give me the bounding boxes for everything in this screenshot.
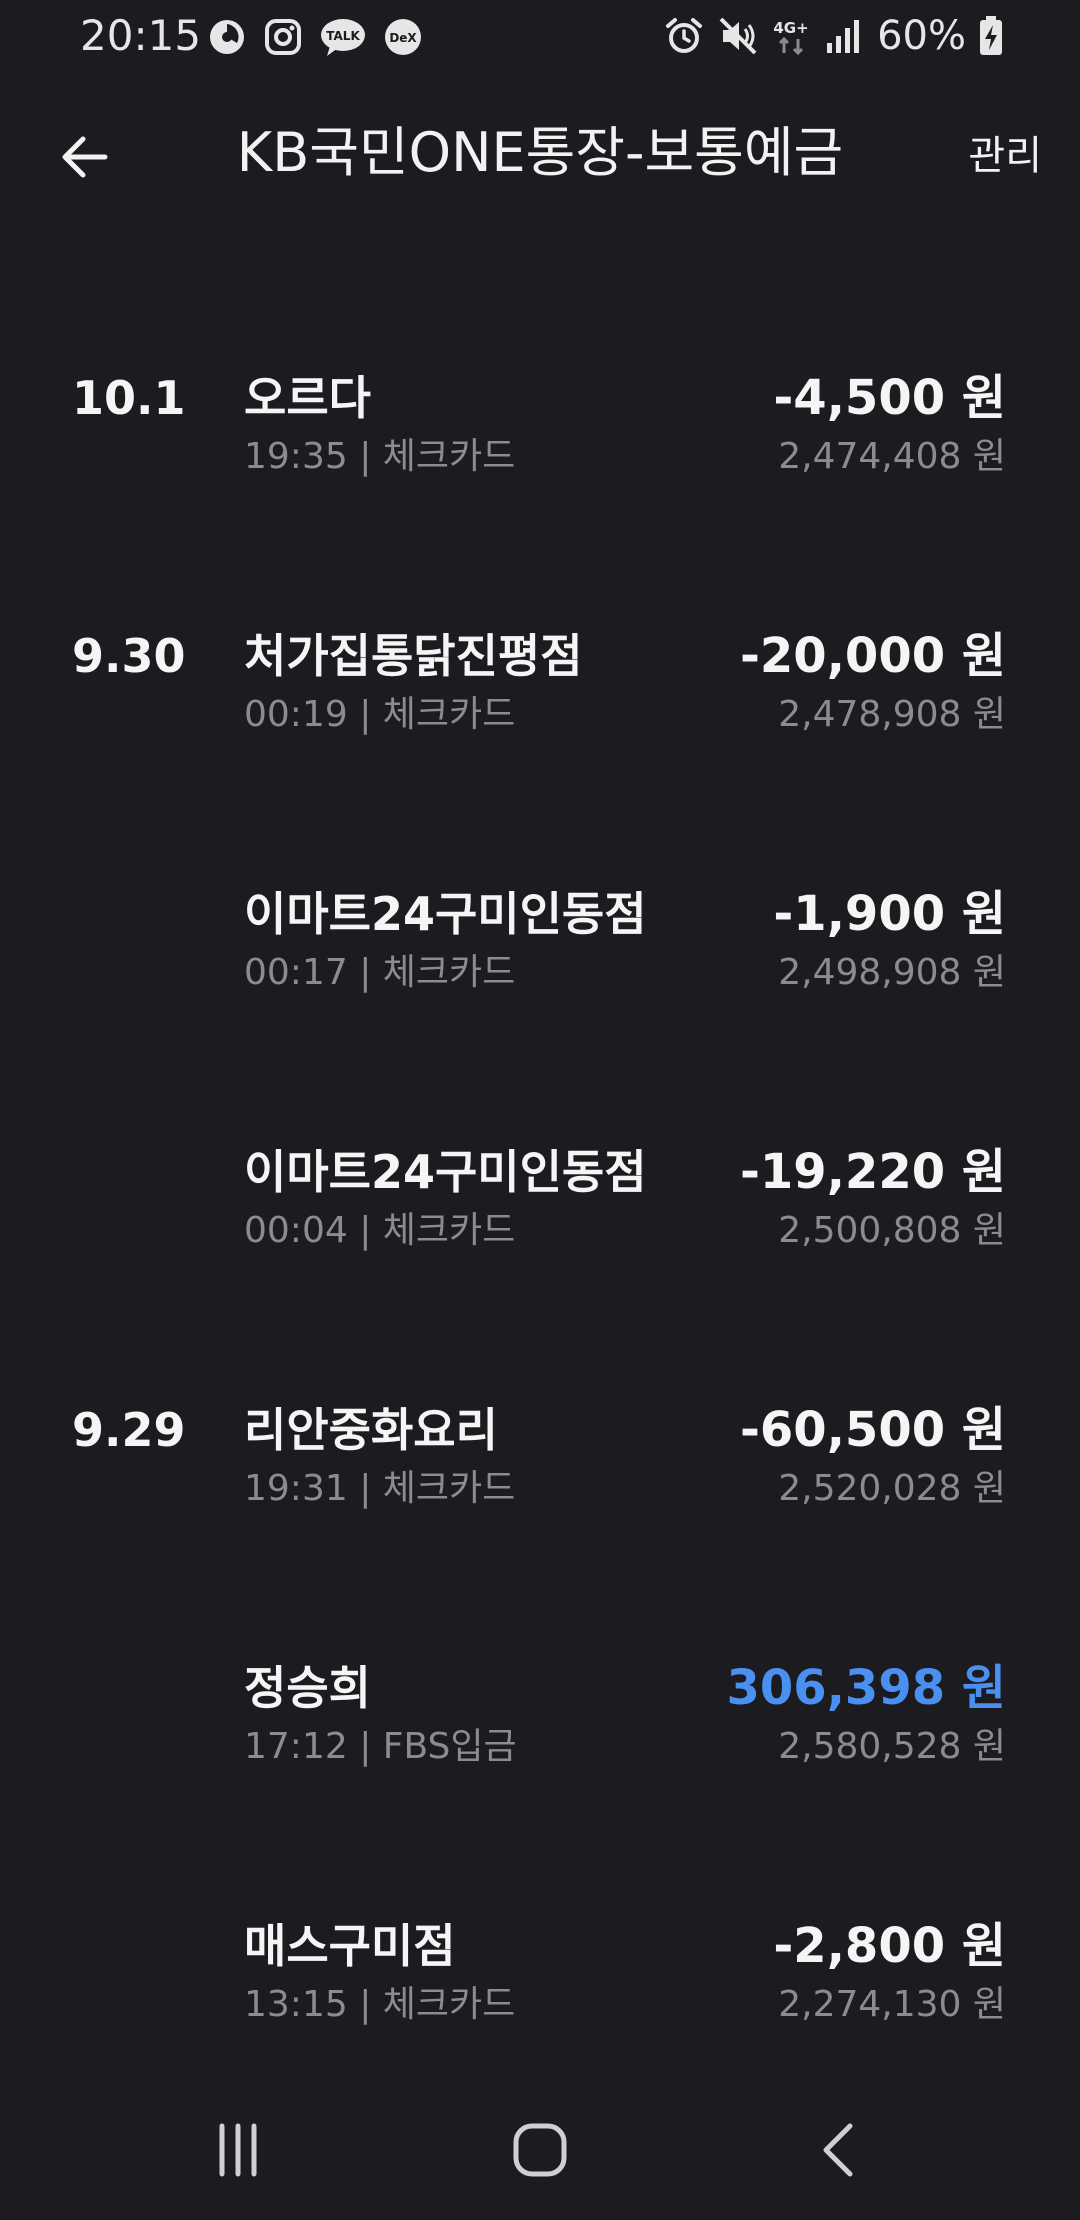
page-title: KB국민ONE통장-보통예금 — [236, 121, 844, 184]
transaction-row[interactable]: 매스구미점 13:15 | 체크카드 -2,800 원 2,274,130 원 — [0, 1848, 1080, 2048]
transaction-meta: 19:31 | 체크카드 — [244, 1468, 516, 1509]
transaction-meta: 00:19 | 체크카드 — [244, 694, 516, 735]
transaction-balance: 2,478,908 원 — [778, 694, 1006, 735]
transaction-row[interactable]: 정승희 17:12 | FBS입금 306,398 원 2,580,528 원 — [0, 1590, 1080, 1790]
transaction-date: 10.1 — [72, 371, 186, 425]
battery-percent: 60% — [877, 13, 966, 59]
instagram-icon — [262, 16, 304, 58]
recent-apps-button[interactable] — [188, 2100, 288, 2200]
battery-charging-icon — [978, 15, 1004, 57]
system-nav-bar — [0, 2080, 1080, 2220]
transaction-merchant: 이마트24구미인동점 — [244, 1145, 647, 1199]
transaction-row[interactable]: 이마트24구미인동점 00:17 | 체크카드 -1,900 원 2,498,9… — [0, 816, 1080, 1016]
transaction-amount: -20,000 원 — [739, 628, 1006, 684]
network-label: 4G+ — [773, 19, 808, 37]
transaction-meta: 13:15 | 체크카드 — [244, 1984, 516, 2025]
transaction-meta: 19:35 | 체크카드 — [244, 436, 516, 477]
back-nav-button[interactable] — [792, 2100, 892, 2200]
transaction-row[interactable]: 9.29 리안중화요리 19:31 | 체크카드 -60,500 원 2,520… — [0, 1332, 1080, 1532]
data-saver-icon — [206, 16, 248, 58]
signal-icon — [823, 15, 865, 57]
transaction-meta: 17:12 | FBS입금 — [244, 1726, 517, 1767]
manage-button[interactable]: 관리 — [968, 133, 1042, 179]
transaction-balance: 2,274,130 원 — [778, 1984, 1006, 2025]
transaction-date: 9.30 — [72, 629, 186, 683]
talk-label: TALK — [326, 29, 360, 43]
transaction-balance: 2,500,808 원 — [778, 1210, 1006, 1251]
network-4g-icon: 4G+ — [771, 15, 811, 57]
dex-icon: DeX — [382, 16, 424, 58]
status-time: 20:15 — [80, 11, 202, 60]
transaction-merchant: 처가집통닭진평점 — [244, 629, 583, 683]
transaction-row[interactable]: 이마트24구미인동점 00:04 | 체크카드 -19,220 원 2,500,… — [0, 1074, 1080, 1274]
transaction-merchant: 리안중화요리 — [244, 1403, 498, 1457]
mute-icon — [717, 15, 759, 57]
transaction-amount-deposit: 306,398 원 — [726, 1660, 1007, 1716]
dex-label: DeX — [389, 31, 417, 45]
transaction-balance: 2,474,408 원 — [778, 436, 1006, 477]
transaction-balance: 2,520,028 원 — [778, 1468, 1006, 1509]
transaction-amount: -1,900 원 — [773, 886, 1006, 942]
transaction-amount: -19,220 원 — [739, 1144, 1006, 1200]
transaction-meta: 00:17 | 체크카드 — [244, 952, 516, 993]
transaction-balance: 2,580,528 원 — [778, 1726, 1006, 1767]
home-button[interactable] — [490, 2100, 590, 2200]
status-bar: 20:15 TALK DeX 4G+ 60% — [0, 0, 1080, 72]
transaction-merchant: 매스구미점 — [244, 1919, 456, 1973]
status-left-icons: TALK DeX — [206, 14, 424, 60]
app-header: KB국민ONE통장-보통예금 관리 — [0, 90, 1080, 220]
transaction-amount: -4,500 원 — [773, 370, 1006, 426]
transaction-merchant: 오르다 — [244, 371, 371, 425]
chevron-left-icon — [823, 2123, 853, 2177]
transaction-merchant: 정승희 — [244, 1661, 371, 1715]
status-right-icons: 4G+ 60% — [663, 10, 1004, 62]
kakaotalk-icon: TALK — [318, 16, 368, 58]
transaction-merchant: 이마트24구미인동점 — [244, 887, 647, 941]
back-button[interactable] — [50, 122, 120, 192]
alarm-icon — [663, 15, 705, 57]
transaction-row[interactable]: 10.1 오르다 19:35 | 체크카드 -4,500 원 2,474,408… — [0, 300, 1080, 500]
transaction-meta: 00:04 | 체크카드 — [244, 1210, 516, 1251]
recent-apps-icon — [219, 2123, 257, 2177]
transaction-amount: -60,500 원 — [739, 1402, 1006, 1458]
home-icon — [513, 2123, 567, 2177]
transaction-date: 9.29 — [72, 1403, 186, 1457]
transaction-amount: -2,800 원 — [773, 1918, 1006, 1974]
transaction-row[interactable]: 9.30 처가집통닭진평점 00:19 | 체크카드 -20,000 원 2,4… — [0, 558, 1080, 758]
transaction-balance: 2,498,908 원 — [778, 952, 1006, 993]
arrow-left-icon — [62, 136, 108, 178]
